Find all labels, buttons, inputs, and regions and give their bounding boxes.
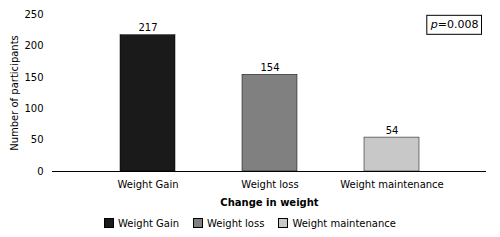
svg-text:Number of participants: Number of participants <box>9 35 20 151</box>
svg-text:250: 250 <box>24 9 43 20</box>
svg-text:Weight maintenance: Weight maintenance <box>340 179 444 190</box>
html-text:Weight Gain: Weight Gain <box>118 217 180 229</box>
svg-text:154: 154 <box>260 62 279 73</box>
svg-text:p=0.008: p=0.008 <box>430 18 479 31</box>
svg-text:54: 54 <box>386 125 399 136</box>
svg-text:200: 200 <box>24 40 43 51</box>
svg-text:50: 50 <box>31 134 44 145</box>
html-text:Weight loss: Weight loss <box>207 217 265 229</box>
svg-text:150: 150 <box>24 72 43 83</box>
svg-text:0: 0 <box>37 166 43 177</box>
html-text:Weight maintenance: Weight maintenance <box>292 217 396 229</box>
svg-text:217: 217 <box>138 22 157 33</box>
svg-text:Weight loss: Weight loss <box>241 179 298 190</box>
svg-text:Change in weight: Change in weight <box>220 197 319 208</box>
svg-text:100: 100 <box>24 103 43 114</box>
svg-text:Weight Gain: Weight Gain <box>117 179 178 190</box>
